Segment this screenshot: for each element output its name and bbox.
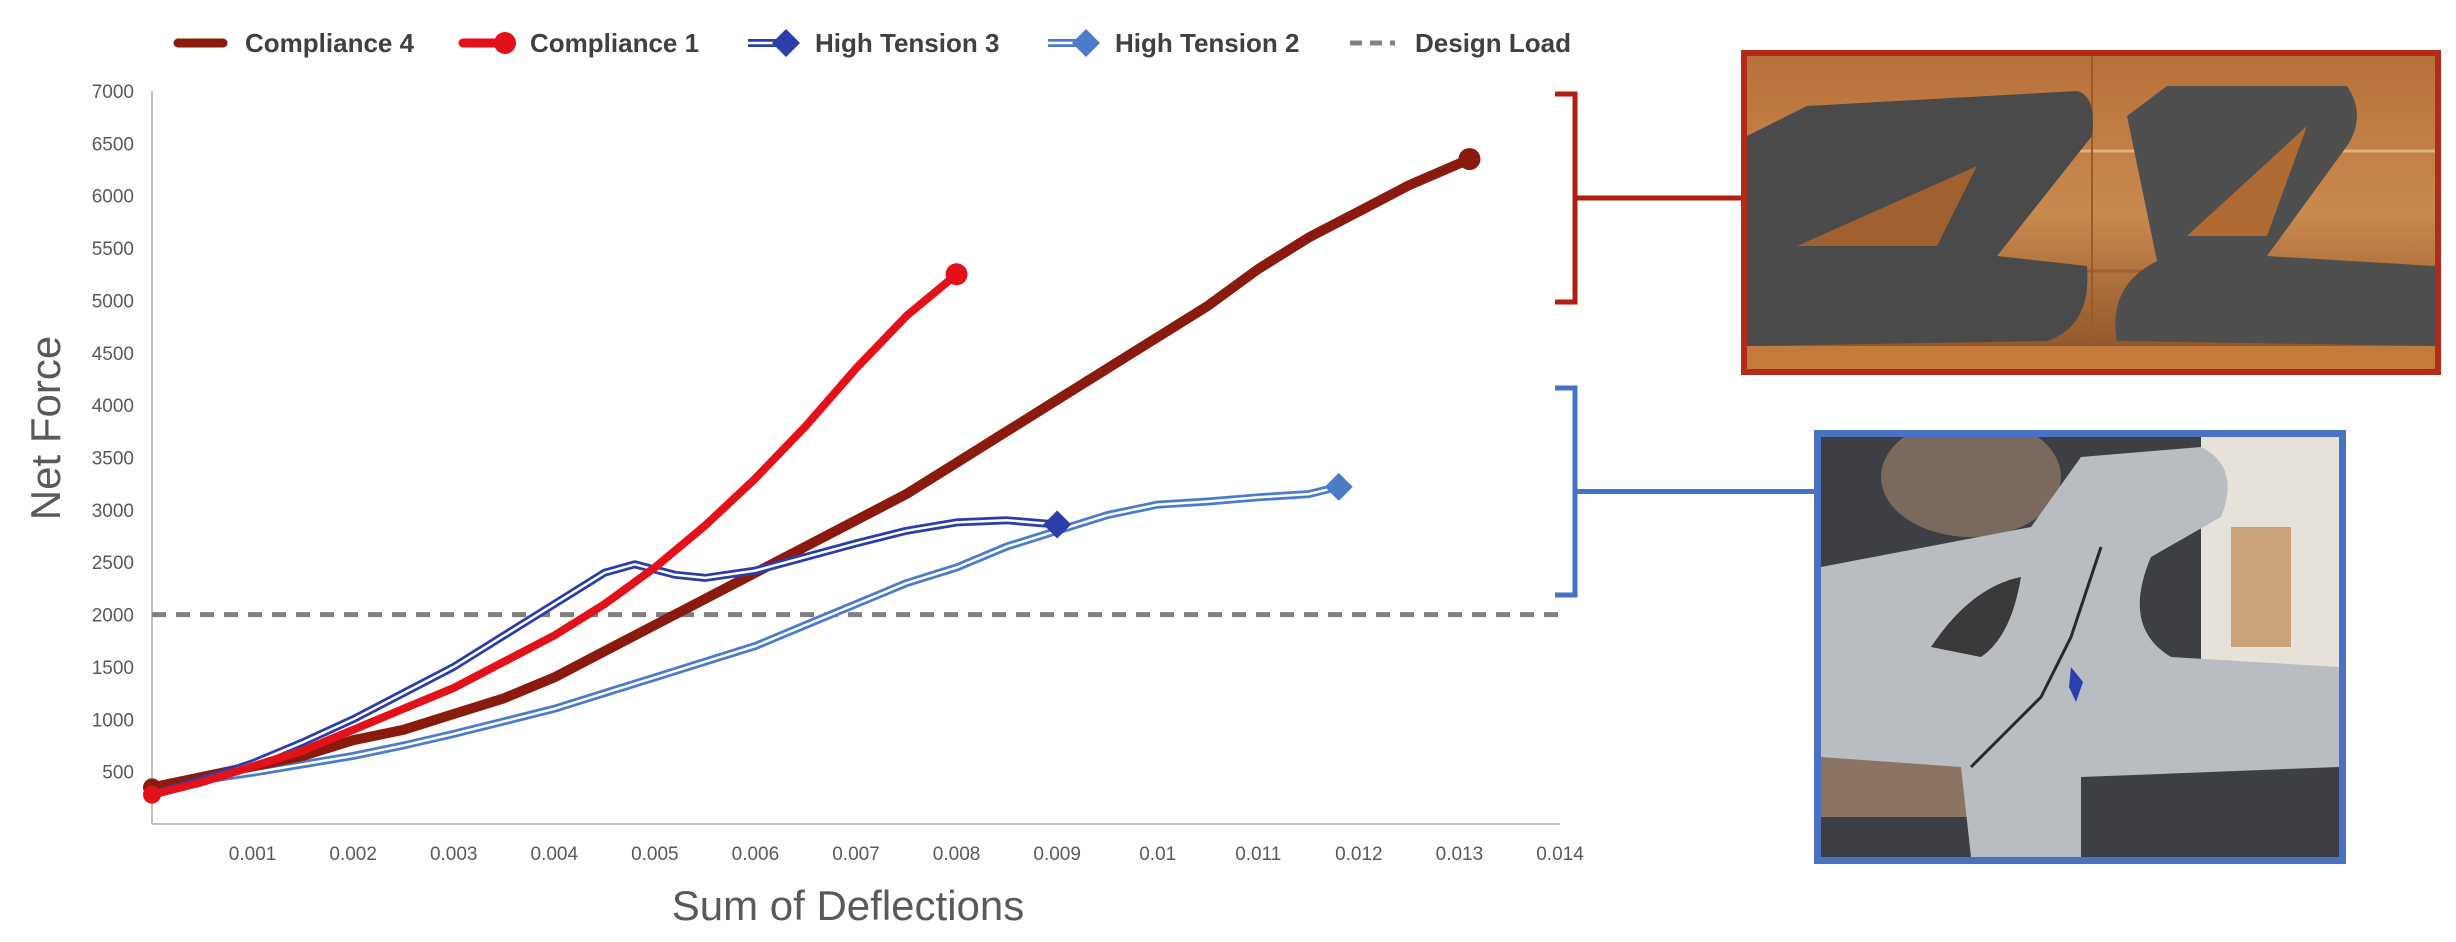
series-compliance-4 bbox=[143, 148, 1481, 797]
series-line-compliance-1 bbox=[148, 270, 961, 799]
legend-item-high-tension-2: High Tension 2 bbox=[1048, 28, 1299, 58]
y-tick-label: 2000 bbox=[92, 606, 134, 627]
x-tick-label: 0.01 bbox=[1139, 844, 1176, 865]
y-tick-label: 5000 bbox=[92, 291, 134, 312]
y-tick-label: 6500 bbox=[92, 134, 134, 155]
end-marker-compliance-1 bbox=[945, 263, 968, 286]
x-tick-label: 0.009 bbox=[1033, 844, 1081, 865]
cracked-casting-photo bbox=[1741, 50, 2441, 375]
legend-marker bbox=[1072, 29, 1100, 57]
series-line-inner-high-tension-3 bbox=[151, 519, 1058, 796]
series-line-compliance-4 bbox=[147, 154, 1475, 793]
bottom-bracket bbox=[1555, 385, 1578, 598]
x-tick-label: 0.002 bbox=[329, 844, 377, 865]
series-line-inner-high-tension-2 bbox=[151, 485, 1339, 789]
end-marker-high-tension-2 bbox=[1324, 472, 1353, 501]
brackets bbox=[1555, 91, 1814, 598]
y-tick-label: 500 bbox=[102, 763, 134, 784]
y-tick-label: 1500 bbox=[92, 658, 134, 679]
end-marker-compliance-4 bbox=[1458, 148, 1481, 171]
legend-label: High Tension 2 bbox=[1115, 28, 1299, 58]
x-axis-title: Sum of Deflections bbox=[672, 882, 1025, 929]
y-tick-label: 1000 bbox=[92, 710, 134, 731]
x-tick-label: 0.005 bbox=[631, 844, 679, 865]
end-marker-high-tension-3 bbox=[1043, 510, 1072, 539]
legend-item-design-load: Design Load bbox=[1350, 28, 1571, 58]
legend-label: Design Load bbox=[1415, 28, 1571, 58]
y-tick-label: 5500 bbox=[92, 239, 134, 260]
y-tick-label: 7000 bbox=[92, 82, 134, 103]
x-tick-label: 0.001 bbox=[229, 844, 277, 865]
x-tick-label: 0.008 bbox=[933, 844, 981, 865]
x-tick-label: 0.011 bbox=[1235, 844, 1281, 865]
legend-label: Compliance 4 bbox=[245, 28, 415, 58]
legend-label: Compliance 1 bbox=[530, 28, 699, 58]
y-tick-label: 4500 bbox=[92, 344, 134, 365]
x-tick-label: 0.006 bbox=[732, 844, 780, 865]
specimen-crack-photo bbox=[1814, 430, 2346, 864]
y-tick-label: 3000 bbox=[92, 501, 134, 522]
series-compliance-1 bbox=[143, 263, 968, 804]
x-tick-label: 0.007 bbox=[832, 844, 880, 865]
y-tick-label: 3500 bbox=[92, 449, 134, 470]
cracked-casting-photo-icon bbox=[1747, 56, 2435, 369]
top-bracket bbox=[1555, 91, 1578, 305]
y-tick-label: 6000 bbox=[92, 187, 134, 208]
legend-marker bbox=[494, 32, 516, 54]
specimen-crack-photo-icon bbox=[1821, 437, 2339, 857]
legend-label: High Tension 3 bbox=[815, 28, 999, 58]
y-tick-label: 2500 bbox=[92, 553, 134, 574]
legend-item-compliance-1: Compliance 1 bbox=[458, 28, 699, 58]
x-tick-label: 0.012 bbox=[1335, 844, 1383, 865]
legend-item-high-tension-3: High Tension 3 bbox=[748, 28, 999, 58]
legend: Compliance 4 Compliance 1 High Tension 3 Hi… bbox=[173, 28, 1571, 58]
x-tick-label: 0.003 bbox=[430, 844, 478, 865]
x-tick-label: 0.013 bbox=[1436, 844, 1484, 865]
y-tick-label: 4000 bbox=[92, 396, 134, 417]
x-tick-label: 0.014 bbox=[1536, 844, 1584, 865]
y-axis-title: Net Force bbox=[22, 336, 69, 520]
series-layer bbox=[143, 148, 1560, 804]
legend-marker bbox=[772, 29, 800, 57]
x-tick-label: 0.004 bbox=[531, 844, 579, 865]
legend-item-compliance-4: Compliance 4 bbox=[173, 28, 415, 58]
start-marker-compliance-1 bbox=[143, 785, 161, 804]
axes: 0.001 0.002 0.003 0.004 0.005 0.006 0.007 0.008… bbox=[92, 82, 1584, 865]
